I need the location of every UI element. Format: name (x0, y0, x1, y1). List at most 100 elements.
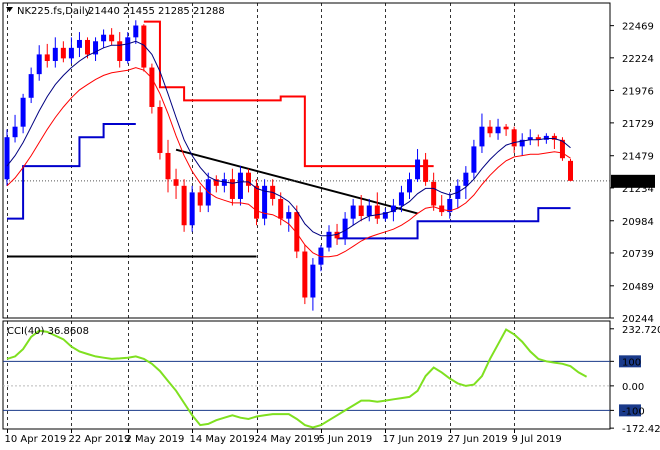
bear-candle (157, 100, 163, 160)
bull-candle (36, 45, 42, 81)
bear-candle (439, 195, 445, 217)
bull-candle (471, 139, 477, 180)
bull-candle (366, 198, 372, 222)
bull-candle (237, 166, 243, 206)
candles (4, 20, 573, 311)
candle-body (519, 139, 525, 147)
candle-body (4, 137, 10, 180)
candle-body (85, 39, 90, 55)
bull-candle (101, 29, 107, 48)
bear-candle (173, 168, 179, 199)
cci-series (6, 328, 588, 429)
candle-body (503, 126, 509, 130)
bull-candle (415, 149, 421, 182)
bull-candle (286, 205, 292, 232)
price-tick-label: 20489 (622, 282, 654, 293)
bear-candle (197, 185, 203, 213)
bear-candle (302, 244, 308, 305)
bull-candle (495, 118, 501, 140)
ma-slow-line (6, 67, 571, 258)
resistance-line (143, 20, 434, 168)
price-tick-label: 20984 (622, 217, 654, 228)
bull-candle (398, 185, 404, 213)
bull-candle (479, 113, 485, 153)
bear-candle (423, 152, 429, 186)
bear-candle (487, 120, 493, 138)
candle-body (447, 198, 453, 213)
support-line (337, 207, 571, 240)
candle-body (495, 126, 501, 134)
candle-body (197, 192, 203, 206)
chart-header: NK225.fs,Daily 21440 21455 21285 21288 (6, 6, 225, 17)
candle-body (109, 34, 115, 42)
bull-candle (527, 129, 533, 146)
cci-panel: 232.7208 100 0.00 -100 -172.4297 CCI(40) 36.… (2, 320, 660, 435)
bull-candle (342, 212, 348, 245)
price-panel: 22469 22224 21976 21729 21479 21234 20984 20739… (2, 2, 655, 325)
candle-body (334, 231, 340, 239)
bear-candle (85, 37, 90, 59)
candle-body (382, 212, 388, 219)
bull-candle (68, 37, 74, 64)
bear-candle (246, 168, 251, 193)
cci-tick-label: -100 (622, 406, 645, 417)
bull-candle (318, 244, 324, 272)
candle-body (68, 47, 74, 59)
candle-body (36, 54, 42, 75)
bear-candle (294, 205, 300, 259)
bear-candle (229, 168, 235, 206)
candle-body (310, 264, 316, 298)
price-tick-label: 21479 (622, 152, 654, 163)
bear-candle (254, 179, 260, 226)
candle-body (60, 47, 66, 59)
candle-body (149, 67, 155, 107)
candle-body (28, 74, 34, 98)
price-tick-label: 22469 (622, 22, 654, 33)
bear-candle (503, 124, 509, 136)
candle-body (543, 135, 549, 140)
bull-candle (189, 185, 195, 232)
candle-body (173, 179, 179, 186)
bull-candle (76, 32, 82, 58)
candle-body (398, 192, 404, 206)
cci-axis-ticks: 232.7208 100 0.00 -100 -172.4297 (610, 325, 660, 435)
price-axis-ticks: 22469 22224 21976 21729 21479 21234 20984 20739… (610, 22, 654, 325)
candle-body (568, 160, 573, 181)
dropdown-triangle-icon[interactable] (6, 7, 13, 12)
candle-body (535, 137, 541, 140)
candle-body (471, 146, 477, 173)
symbol-label: NK225.fs,Daily (17, 6, 91, 17)
price-tick-label: 21234 (622, 184, 654, 195)
candle-body (246, 172, 251, 186)
date-tick-label: 2 May 2019 (126, 434, 185, 445)
cci-tick-label: 0.00 (622, 382, 644, 393)
bull-candle (28, 67, 34, 104)
date-tick-label: 9 Jul 2019 (512, 434, 562, 445)
bear-candle (117, 32, 123, 68)
bull-candle (350, 198, 356, 226)
date-tick-label: 22 Apr 2019 (69, 434, 131, 445)
candle-body (431, 181, 437, 206)
cci-panel-frame (2, 320, 611, 430)
bear-candle (181, 179, 187, 232)
date-tick-label: 10 Apr 2019 (5, 434, 67, 445)
bear-candle (278, 192, 284, 226)
bear-candle (374, 192, 380, 224)
cci-title: CCI(40) 36.8608 (7, 326, 89, 337)
price-panel-frame (2, 2, 611, 319)
candle-body (439, 205, 445, 213)
bull-candle (93, 37, 99, 61)
candle-body (511, 129, 517, 147)
cci-level-lines (3, 360, 610, 411)
bull-candle (12, 114, 18, 143)
candle-body (423, 159, 429, 182)
bull-candle (407, 172, 412, 199)
candle-body (342, 218, 348, 239)
candle-body (278, 198, 284, 219)
bull-candle (125, 32, 131, 64)
candle-body (262, 185, 268, 219)
current-price-label: 21288 (623, 177, 655, 188)
candle-body (141, 25, 147, 68)
candle-body (93, 41, 99, 55)
